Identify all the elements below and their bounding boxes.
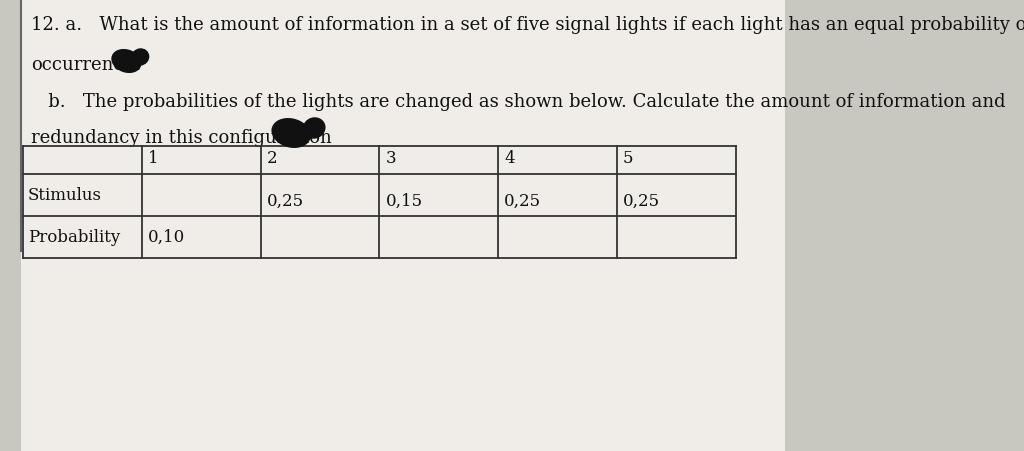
Ellipse shape [132,49,148,65]
Text: 5: 5 [623,150,634,167]
Text: 0,25: 0,25 [504,193,542,210]
Ellipse shape [272,119,310,147]
FancyBboxPatch shape [22,0,784,451]
Text: 12. a.   What is the amount of information in a set of five signal lights if eac: 12. a. What is the amount of information… [31,16,1024,34]
Text: 0,25: 0,25 [623,193,660,210]
Text: 2: 2 [266,150,278,167]
Text: 0,15: 0,15 [385,193,423,210]
Text: redundancy in this configuration: redundancy in this configuration [31,129,332,147]
Text: 3: 3 [385,150,396,167]
Text: 1: 1 [147,150,159,167]
Ellipse shape [303,118,325,138]
Ellipse shape [112,50,141,72]
Text: 0,25: 0,25 [266,193,304,210]
Text: Probability: Probability [28,229,120,245]
Text: 4: 4 [504,150,515,167]
Text: occurrence?: occurrence? [31,56,143,74]
Text: 0,10: 0,10 [147,229,185,245]
Text: Stimulus: Stimulus [28,187,101,203]
Text: b.   The probabilities of the lights are changed as shown below. Calculate the a: b. The probabilities of the lights are c… [31,93,1006,111]
